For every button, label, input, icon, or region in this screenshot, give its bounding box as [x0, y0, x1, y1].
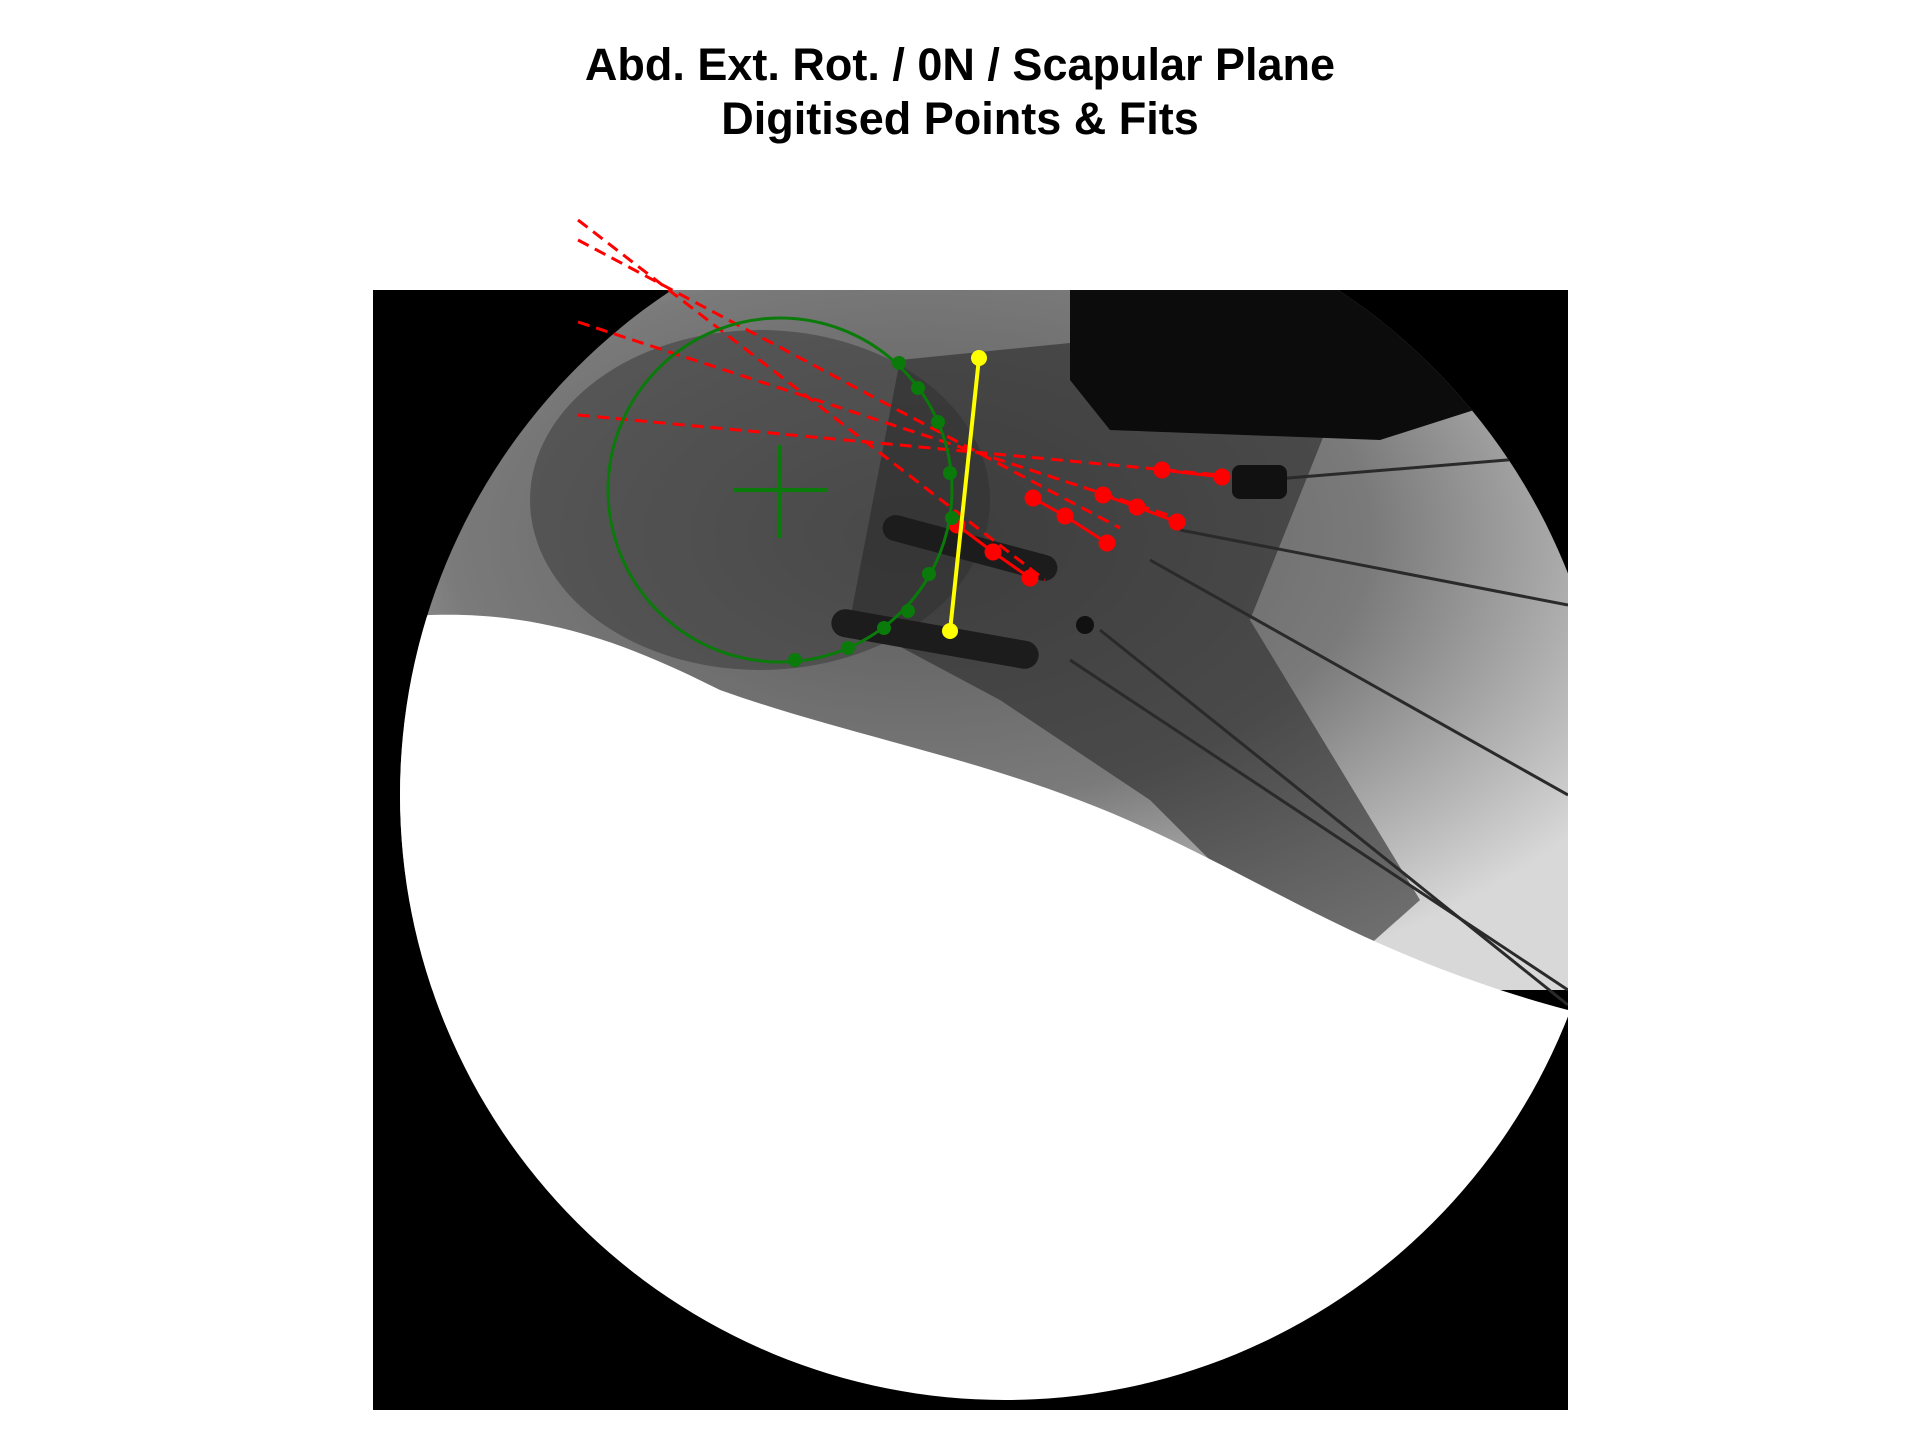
- glenoid-points: [788, 356, 959, 667]
- red-point: [1056, 507, 1074, 525]
- figure-title: Abd. Ext. Rot. / 0N / Scapular Plane: [584, 39, 1336, 90]
- red-point: [1024, 489, 1042, 507]
- fit-line-2: [577, 238, 1121, 530]
- green-point: [922, 567, 936, 581]
- red-point: [1128, 498, 1146, 516]
- green-point: [892, 356, 906, 370]
- glenoid-fit: [606, 316, 959, 667]
- wires: [1069, 453, 1568, 1007]
- green-point: [877, 621, 891, 635]
- scapular-axis-line: [948, 357, 981, 632]
- fit-center-marker: [733, 445, 827, 538]
- green-point: [901, 604, 915, 618]
- screw-upper: [882, 515, 1058, 581]
- xray-image: [373, 290, 1568, 1410]
- axis-point-bottom: [942, 623, 958, 639]
- red-series-4: [1161, 468, 1223, 479]
- red-point: [984, 543, 1002, 561]
- green-point: [788, 653, 802, 667]
- green-point: [945, 511, 959, 525]
- green-point: [911, 381, 925, 395]
- red-point: [1098, 534, 1116, 552]
- red-point: [1168, 513, 1186, 531]
- red-point: [1021, 569, 1039, 587]
- green-point: [931, 415, 945, 429]
- wire-connector: [1232, 465, 1287, 499]
- red-point: [1213, 468, 1231, 486]
- glenoid-fit-circle: [606, 316, 954, 664]
- figure-title-block: Abd. Ext. Rot. / 0N / Scapular Plane Dig…: [0, 38, 1920, 146]
- figure-subtitle: Digitised Points & Fits: [721, 93, 1199, 144]
- bright-lower-region: [400, 614, 1568, 1400]
- red-point: [1153, 461, 1171, 479]
- marker-bead: [1076, 616, 1094, 634]
- scapular-axis: [942, 350, 987, 639]
- green-point: [943, 466, 957, 480]
- green-point: [841, 641, 855, 655]
- axis-point-top: [971, 350, 987, 366]
- red-point: [1094, 486, 1112, 504]
- fit-line-4: [577, 413, 1221, 477]
